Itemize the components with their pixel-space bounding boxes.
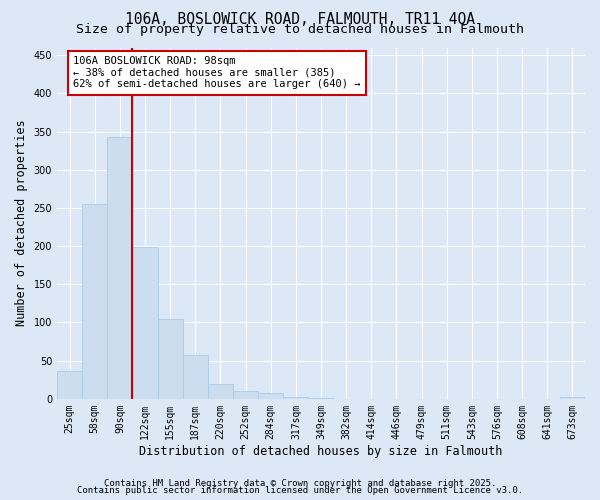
Bar xyxy=(283,396,308,399)
Bar xyxy=(133,247,158,399)
Text: Contains public sector information licensed under the Open Government Licence v3: Contains public sector information licen… xyxy=(77,486,523,495)
Bar xyxy=(233,391,258,399)
Text: Contains HM Land Registry data © Crown copyright and database right 2025.: Contains HM Land Registry data © Crown c… xyxy=(104,478,496,488)
Bar xyxy=(208,384,233,399)
Bar xyxy=(308,398,334,399)
Bar xyxy=(158,320,183,399)
Bar xyxy=(560,398,585,399)
Bar xyxy=(107,137,133,399)
Bar xyxy=(258,392,283,399)
Bar xyxy=(183,356,208,399)
Bar xyxy=(57,372,82,399)
Y-axis label: Number of detached properties: Number of detached properties xyxy=(15,120,28,326)
X-axis label: Distribution of detached houses by size in Falmouth: Distribution of detached houses by size … xyxy=(139,444,503,458)
Text: Size of property relative to detached houses in Falmouth: Size of property relative to detached ho… xyxy=(76,24,524,36)
Text: 106A, BOSLOWICK ROAD, FALMOUTH, TR11 4QA: 106A, BOSLOWICK ROAD, FALMOUTH, TR11 4QA xyxy=(125,12,475,28)
Text: 106A BOSLOWICK ROAD: 98sqm
← 38% of detached houses are smaller (385)
62% of sem: 106A BOSLOWICK ROAD: 98sqm ← 38% of deta… xyxy=(73,56,361,90)
Bar xyxy=(82,204,107,399)
